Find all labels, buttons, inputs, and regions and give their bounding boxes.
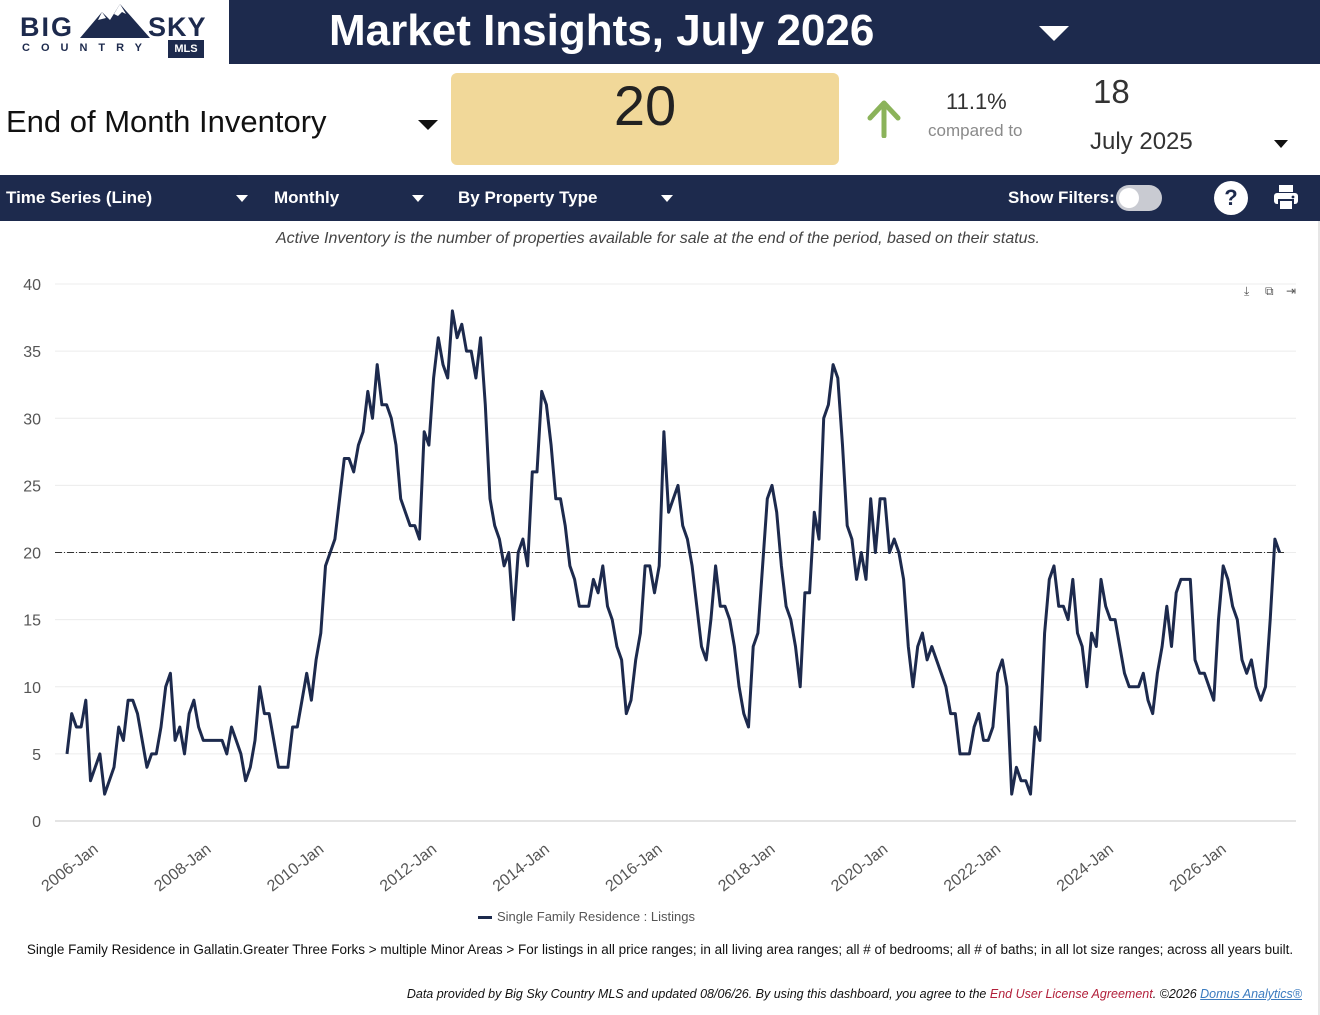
x-tick-label: 2010-Jan: [264, 841, 327, 895]
big-sky-country-logo[interactable]: BIG SKY COUNTRY MLS: [0, 0, 229, 64]
page-title: Market Insights, July 2026: [329, 6, 875, 55]
show-filters-label: Show Filters:: [1008, 188, 1115, 207]
inventory-line-chart: 0 5 10 15 20 25 30 35 40 2006-Jan 2008-Jan 2010-Jan…: [23, 277, 1296, 895]
chart-type-caret-icon[interactable]: [236, 195, 248, 202]
y-tick-label: 5: [32, 747, 41, 764]
logo-mls-badge: MLS: [168, 40, 204, 58]
scroll-edge: [1318, 221, 1320, 1015]
x-tick-label: 2018-Jan: [715, 841, 778, 895]
title-bar: Market Insights, July 2026: [229, 0, 1320, 64]
metric-description: Active Inventory is the number of proper…: [276, 230, 1040, 247]
x-tick-label: 2026-Jan: [1167, 841, 1230, 895]
chart-legend[interactable]: Single Family Residence : Listings: [478, 909, 695, 924]
legend-swatch: [478, 916, 492, 920]
y-tick-label: 40: [23, 277, 41, 294]
x-tick-label: 2022-Jan: [941, 841, 1004, 895]
metric-dropdown-caret-icon[interactable]: [418, 120, 438, 130]
current-value: 20: [613, 74, 677, 137]
question-icon[interactable]: ?: [1214, 181, 1248, 215]
x-tick-label: 2014-Jan: [490, 841, 553, 895]
y-tick-label: 20: [23, 546, 41, 563]
previous-value: 18: [1093, 73, 1130, 110]
x-tick-label: 2020-Jan: [828, 841, 891, 895]
change-percent: 11.1%: [946, 89, 1007, 114]
logo-word-big: BIG: [20, 12, 75, 42]
frequency-select[interactable]: Monthly: [274, 188, 340, 207]
x-tick-label: 2006-Jan: [39, 841, 102, 895]
copyright-text: . ©2026: [1152, 987, 1197, 1001]
current-value-box: 20: [451, 73, 839, 165]
filter-summary: Single Family Residence in Gallatin.Grea…: [26, 942, 1294, 957]
grouping-caret-icon[interactable]: [661, 195, 673, 202]
download-icon[interactable]: ⤓: [1244, 284, 1250, 298]
frequency-caret-icon[interactable]: [412, 195, 424, 202]
compared-to-label: compared to: [928, 121, 1023, 140]
chart-type-select[interactable]: Time Series (Line): [6, 188, 153, 207]
x-tick-label: 2024-Jan: [1054, 841, 1117, 895]
y-tick-label: 15: [23, 613, 41, 630]
export-icon[interactable]: ⇥: [1286, 284, 1297, 298]
chart-toolbar: Time Series (Line) Monthly By Property T…: [0, 175, 1320, 221]
y-tick-label: 30: [23, 411, 41, 428]
logo-word-country: COUNTRY: [22, 42, 153, 54]
y-tick-label: 25: [23, 478, 41, 495]
x-tick-label: 2016-Jan: [603, 841, 666, 895]
data-credits: Data provided by Big Sky Country MLS and…: [407, 987, 1302, 1001]
printer-icon[interactable]: [1273, 184, 1299, 212]
toggle-knob: [1119, 188, 1139, 208]
eula-link[interactable]: End User License Agreement: [989, 987, 1153, 1001]
metric-select-label[interactable]: End of Month Inventory: [6, 104, 327, 139]
mountain-logo-icon: [80, 4, 150, 38]
grouping-select[interactable]: By Property Type: [458, 188, 598, 207]
series-line-single-family: [65, 309, 1282, 796]
domus-analytics-link[interactable]: Domus Analytics®: [1200, 987, 1302, 1001]
copy-icon[interactable]: ⧉: [1265, 284, 1274, 298]
arrow-up-icon: [867, 100, 901, 138]
x-tick-label: 2008-Jan: [151, 841, 214, 895]
comparison-period-select[interactable]: July 2025: [1090, 128, 1193, 155]
period-dropdown-caret-icon[interactable]: [1039, 26, 1069, 41]
y-tick-label: 35: [23, 344, 41, 361]
comparison-dropdown-caret-icon[interactable]: [1274, 140, 1288, 148]
y-tick-label: 10: [23, 680, 41, 697]
credits-text: Data provided by Big Sky Country MLS and…: [406, 987, 987, 1001]
x-tick-label: 2012-Jan: [377, 841, 440, 895]
legend-label: Single Family Residence : Listings: [497, 909, 695, 924]
logo-word-sky: SKY: [148, 12, 207, 42]
y-tick-label: 0: [32, 814, 41, 831]
show-filters-toggle[interactable]: [1116, 185, 1162, 211]
